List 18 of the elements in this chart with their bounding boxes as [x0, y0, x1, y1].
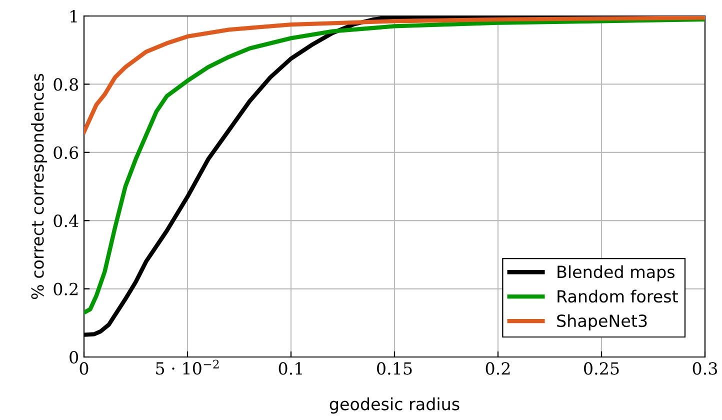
y-tick-label: 0.6	[54, 146, 78, 159]
y-axis-title: % correct correspondences	[30, 74, 48, 300]
x-tick-label: 0.3	[692, 362, 718, 375]
y-tick-label: 0.4	[54, 214, 78, 228]
x-axis-title: geodesic radius	[330, 397, 460, 414]
legend-label: Random forest	[558, 290, 678, 303]
x-tick-label: 0.15	[377, 362, 412, 375]
y-tick-label: 0.2	[54, 282, 78, 296]
legend-label: ShapeNet3	[557, 314, 647, 330]
x-tick-label: 0	[80, 362, 88, 375]
x-tick-label: 0.1	[278, 362, 302, 375]
y-tick-label: 1	[70, 10, 77, 22]
x-tick-label: 5 · 10$^{−2}$	[156, 360, 219, 375]
legend-label: Blended maps	[558, 265, 675, 282]
y-tick-label: 0	[70, 350, 78, 364]
x-tick-label: 0.2	[486, 362, 510, 375]
y-tick-label: 0.8	[54, 78, 78, 91]
x-tick-label: 0.25	[584, 362, 619, 375]
